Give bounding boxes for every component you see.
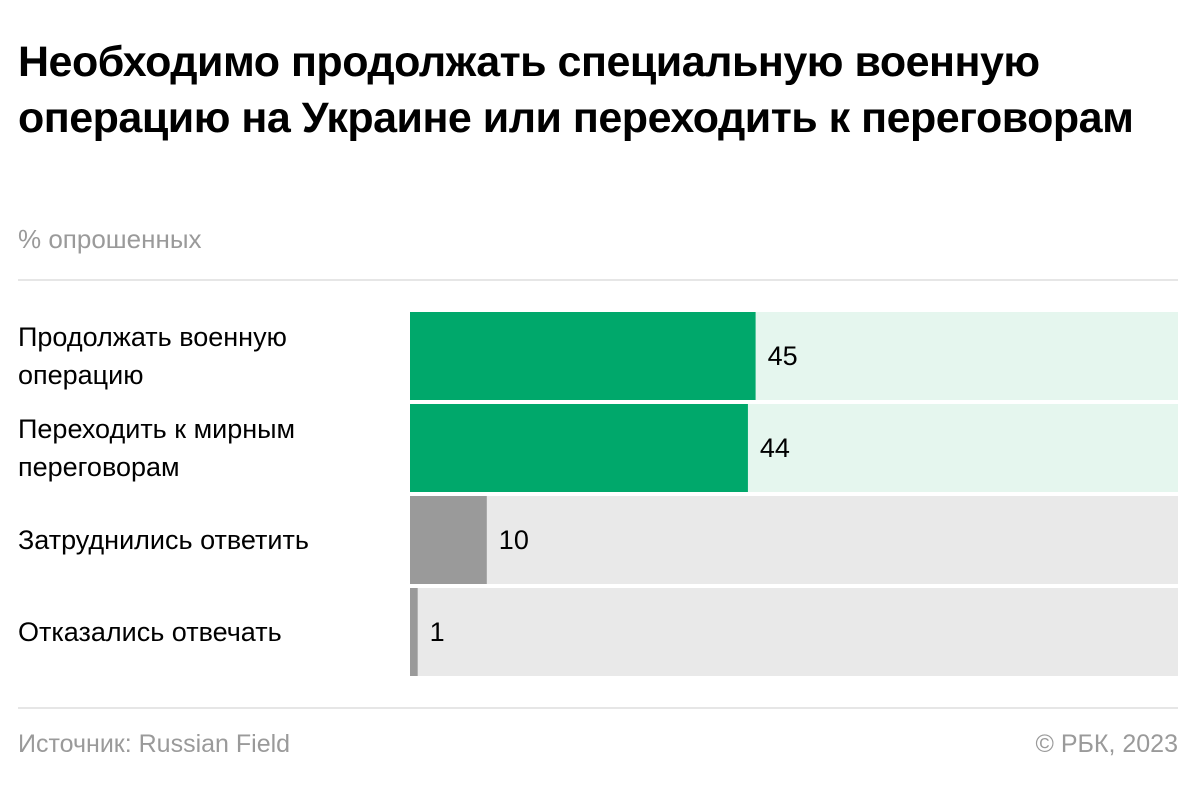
value-label: 10	[499, 525, 529, 555]
category-label: Отказались отвечать	[18, 617, 282, 647]
chart-subtitle: % опрошенных	[18, 224, 202, 254]
bar	[410, 404, 748, 492]
chart-title: Необходимо продолжать специальную военну…	[18, 38, 1134, 142]
bar	[410, 496, 487, 584]
bar	[410, 312, 756, 400]
divider	[18, 279, 1178, 281]
value-label: 45	[768, 341, 798, 371]
category-label: Продолжать военную операцию	[18, 322, 287, 390]
value-label: 44	[760, 433, 790, 463]
category-label: Затруднились ответить	[18, 525, 309, 555]
bar	[410, 588, 418, 676]
copyright: © РБК, 2023	[1035, 730, 1178, 758]
divider	[18, 707, 1178, 709]
source: Источник: Russian Field	[18, 730, 291, 758]
bar-track	[410, 496, 1178, 584]
value-label: 1	[430, 617, 445, 647]
bar-track	[410, 588, 1178, 676]
category-label: Переходить к мирным переговорам	[18, 414, 296, 482]
